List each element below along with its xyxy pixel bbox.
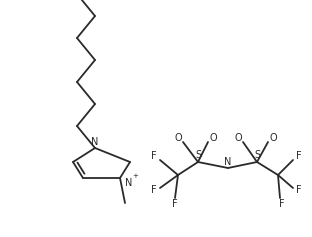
Text: S: S	[195, 150, 201, 160]
Text: F: F	[279, 199, 285, 209]
Text: S: S	[254, 150, 260, 160]
Text: O: O	[234, 133, 242, 143]
Text: F: F	[172, 199, 178, 209]
Text: N: N	[125, 178, 132, 188]
Text: F: F	[296, 151, 302, 161]
Text: F: F	[296, 185, 302, 195]
Text: +: +	[132, 173, 138, 179]
Text: N: N	[91, 137, 99, 147]
Text: N: N	[224, 157, 232, 167]
Text: O: O	[269, 133, 277, 143]
Text: F: F	[151, 185, 157, 195]
Text: O: O	[209, 133, 217, 143]
Text: O: O	[174, 133, 182, 143]
Text: F: F	[151, 151, 157, 161]
